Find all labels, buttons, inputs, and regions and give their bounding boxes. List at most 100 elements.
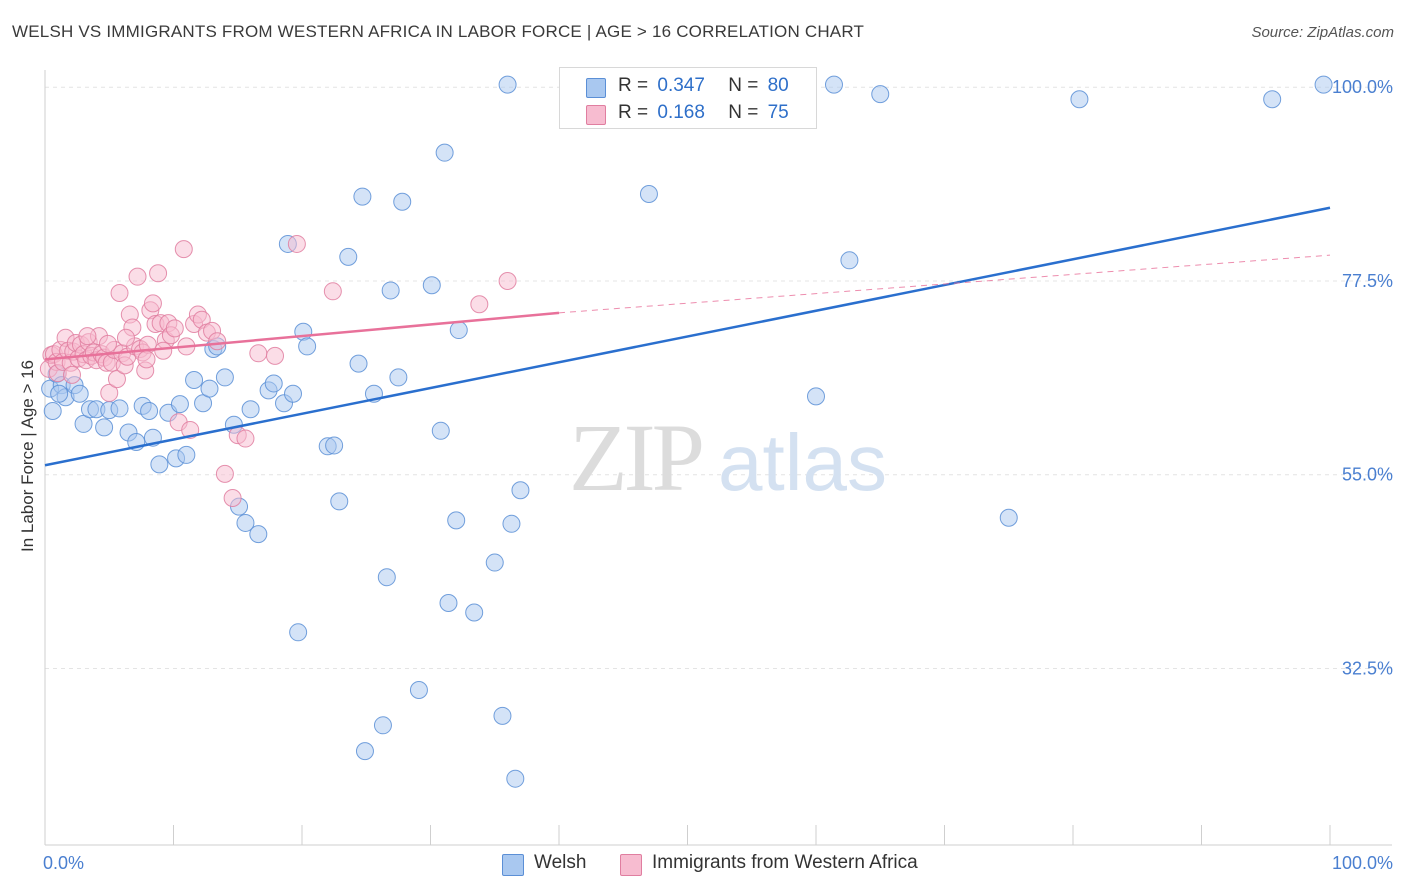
welsh-point-8 — [95, 418, 114, 437]
africa-point-64 — [266, 346, 285, 365]
welsh-point-29 — [236, 513, 255, 532]
africa-point-63 — [249, 344, 268, 363]
welsh-point-16 — [150, 455, 169, 474]
africa-n-value: 75 — [767, 102, 789, 123]
welsh-point-55 — [431, 421, 450, 440]
welsh-legend-label: Welsh — [534, 852, 587, 873]
welsh-point-48 — [373, 716, 392, 735]
welsh-point-68 — [639, 185, 658, 203]
africa-point-69 — [62, 365, 81, 384]
welsh-point-78 — [50, 384, 69, 403]
welsh-point-33 — [264, 374, 283, 393]
welsh-point-45 — [353, 187, 372, 206]
welsh-point-41 — [325, 436, 344, 455]
welsh-point-63 — [502, 514, 521, 533]
africa-point-65 — [287, 234, 306, 253]
stats-legend: R = 0.347 N = 80 R = 0.168 N = 75 — [559, 67, 817, 129]
welsh-point-76 — [1314, 75, 1333, 94]
welsh-point-72 — [871, 85, 890, 104]
africa-point-58 — [208, 332, 227, 351]
y-axis-label: In Labor Force | Age > 16 — [18, 359, 37, 553]
x-tick-label-min: 0.0% — [43, 853, 84, 873]
africa-r-value: 0.168 — [657, 102, 705, 123]
welsh-point-43 — [339, 247, 358, 266]
welsh-point-58 — [447, 511, 466, 530]
welsh-point-53 — [409, 681, 428, 699]
grid-lines — [45, 86, 1392, 669]
welsh-point-54 — [422, 276, 441, 295]
welsh-point-42 — [330, 492, 349, 511]
trend-lines — [44, 206, 1331, 467]
welsh-point-26 — [215, 368, 234, 387]
welsh-point-71 — [840, 251, 859, 270]
africa-point-48 — [165, 319, 184, 338]
africa-legend-label: Immigrants from Western Africa — [652, 852, 918, 873]
africa-point-74 — [154, 341, 173, 360]
tick-labels: 32.5% 55.0% 77.5% 100.0% 0.0% 100.0% — [43, 77, 1393, 873]
africa-trend-extension — [558, 254, 1331, 314]
welsh-point-50 — [381, 281, 400, 300]
africa-point-43 — [149, 264, 168, 283]
welsh-point-30 — [241, 400, 260, 419]
welsh-point-74 — [1070, 90, 1089, 109]
welsh-point-10 — [110, 399, 129, 418]
welsh-point-65 — [511, 481, 530, 500]
africa-point-27 — [107, 370, 126, 389]
welsh-swatch — [586, 78, 606, 98]
africa-r-label: R = — [618, 102, 649, 123]
axes — [44, 70, 1392, 846]
africa-point-71 — [98, 334, 117, 353]
africa-legend-swatch — [620, 854, 642, 876]
africa-point-28 — [110, 284, 129, 303]
welsh-point-64 — [506, 769, 525, 788]
africa-point-50 — [174, 240, 193, 259]
africa-point-41 — [143, 294, 162, 313]
africa-point-66 — [323, 282, 342, 301]
welsh-point-73 — [999, 508, 1018, 527]
welsh-point-20 — [177, 445, 196, 464]
welsh-point-70 — [824, 75, 843, 94]
welsh-point-59 — [449, 321, 468, 340]
watermark-atlas: atlas — [718, 418, 887, 507]
welsh-trend-line — [44, 206, 1331, 467]
y-tick-label-0: 32.5% — [1342, 658, 1393, 678]
africa-point-60 — [223, 488, 242, 507]
welsh-legend-swatch — [502, 854, 524, 876]
welsh-point-46 — [355, 742, 374, 761]
welsh-point-39 — [298, 337, 317, 356]
y-tick-label-2: 77.5% — [1342, 271, 1393, 291]
welsh-point-44 — [349, 354, 368, 373]
welsh-point-37 — [289, 623, 308, 642]
welsh-point-62 — [493, 706, 512, 725]
welsh-point-31 — [249, 525, 268, 544]
welsh-point-77 — [43, 402, 62, 420]
welsh-r-value: 0.347 — [657, 75, 705, 96]
africa-point-59 — [215, 464, 234, 483]
welsh-points — [41, 75, 1333, 788]
africa-swatch — [586, 105, 606, 125]
welsh-point-51 — [389, 368, 408, 387]
welsh-point-52 — [393, 192, 412, 211]
welsh-point-79 — [70, 384, 89, 403]
africa-points — [39, 234, 517, 507]
welsh-point-19 — [170, 395, 189, 414]
x-tick-label-max: 100.0% — [1332, 853, 1393, 873]
africa-point-68 — [498, 271, 517, 290]
watermark: ZIP atlas — [569, 404, 887, 511]
y-tick-label-3: 100.0% — [1332, 77, 1393, 97]
welsh-point-21 — [185, 371, 204, 389]
africa-point-70 — [78, 327, 97, 346]
africa-point-73 — [137, 350, 156, 369]
welsh-point-56 — [435, 143, 454, 162]
africa-point-24 — [100, 383, 119, 402]
welsh-point-60 — [465, 603, 484, 622]
y-tick-label-1: 55.0% — [1342, 465, 1393, 485]
welsh-point-75 — [1263, 90, 1282, 109]
welsh-point-66 — [498, 75, 517, 94]
welsh-n-value: 80 — [767, 75, 789, 96]
welsh-r-label: R = — [618, 75, 649, 96]
welsh-point-49 — [377, 568, 396, 587]
welsh-point-69 — [807, 387, 825, 406]
africa-point-62 — [236, 429, 255, 448]
